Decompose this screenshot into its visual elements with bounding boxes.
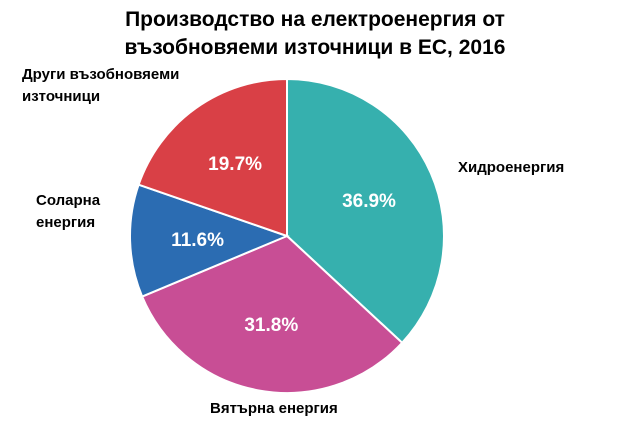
- slice-label-hydro-text: Хидроенергия: [458, 159, 565, 176]
- slice-label-hydro: Хидроенергия: [458, 157, 564, 179]
- value-label-hydro: 36.9%: [342, 191, 396, 212]
- pie-slice-hydro: [286, 77, 445, 345]
- slice-label-solar-line-2: енергия: [36, 214, 96, 231]
- value-label-solar: 11.6%: [171, 230, 224, 251]
- chart-title: Производство на електроенергия от възобн…: [0, 6, 630, 62]
- value-label-other: 19.7%: [208, 154, 262, 175]
- value-label-wind: 31.8%: [244, 315, 298, 336]
- pie-value-labels: 36.9% 31.8% 11.6% 19.7%: [171, 154, 396, 336]
- pie-slices: [129, 77, 445, 394]
- chart-title-line-2: възобновяеми източници в ЕС, 2016: [124, 36, 506, 59]
- slice-label-wind: Вятърна енергия: [210, 398, 338, 420]
- chart-title-line-1: Производство на електроенергия от: [125, 8, 505, 31]
- slice-label-solar-line-1: Соларна: [36, 192, 101, 209]
- pie-slice-solar: [129, 183, 290, 298]
- slice-label-solar: Соларна енергия: [36, 190, 100, 234]
- slice-label-other-line-2: източници: [22, 88, 101, 105]
- slice-label-wind-text: Вятърна енергия: [210, 400, 338, 417]
- pie-slice-wind: [140, 234, 404, 394]
- slice-label-other: Други възобновяеми източници: [22, 64, 179, 108]
- pie-slice-other: [137, 77, 288, 238]
- slice-label-other-line-1: Други възобновяеми: [22, 66, 180, 83]
